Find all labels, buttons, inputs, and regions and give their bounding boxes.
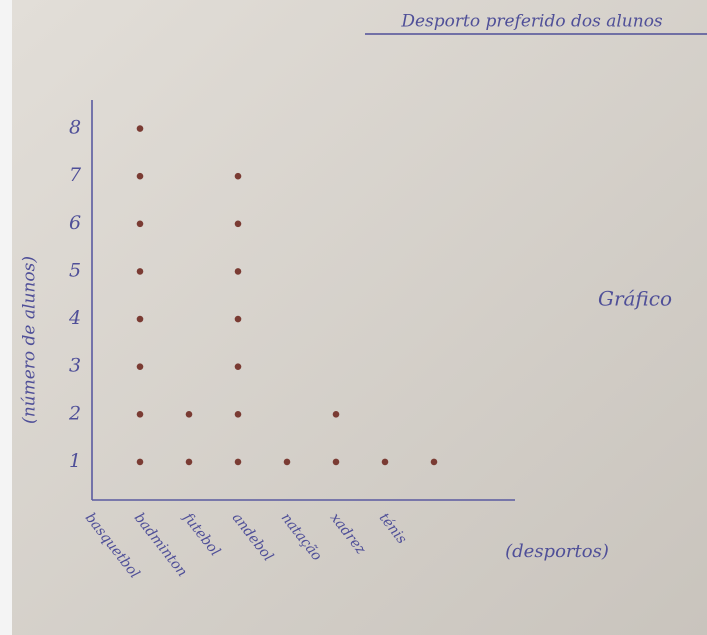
y-tick-label: 3 xyxy=(69,355,81,377)
x-axis-label: (desportos) xyxy=(505,541,609,562)
dot xyxy=(234,363,242,370)
y-tick-label: 1 xyxy=(69,450,81,472)
dot-stack xyxy=(430,458,438,466)
dot xyxy=(136,268,144,275)
dot-stack xyxy=(234,172,242,466)
dot xyxy=(136,458,144,466)
y-tick-label: 7 xyxy=(69,164,82,186)
y-tick-label: 6 xyxy=(69,212,81,234)
chart-title: Desporto preferido dos alunos xyxy=(400,12,663,32)
y-tick-label: 4 xyxy=(68,307,81,329)
dot xyxy=(332,410,340,418)
dot-stack xyxy=(332,410,340,466)
y-tick-label: 5 xyxy=(69,259,81,281)
dot-stack xyxy=(283,458,291,466)
y-tick-label: 2 xyxy=(68,402,81,424)
dot xyxy=(136,410,144,418)
dot xyxy=(136,172,144,180)
dot xyxy=(234,458,242,466)
dot xyxy=(136,125,144,132)
dot xyxy=(234,410,242,418)
dot xyxy=(136,363,144,370)
dot xyxy=(234,220,242,228)
dot xyxy=(234,315,242,323)
dot xyxy=(185,458,193,466)
dot-stack xyxy=(185,410,193,466)
dot xyxy=(381,458,389,466)
dot xyxy=(430,458,438,466)
dot xyxy=(234,172,242,180)
dot xyxy=(283,458,291,466)
y-axis-label: (número de alunos) xyxy=(20,256,40,424)
paper xyxy=(12,0,707,635)
dot xyxy=(136,315,144,323)
dot xyxy=(185,410,193,418)
annotation: Gráfico xyxy=(598,287,672,311)
y-tick-label: 8 xyxy=(69,117,81,139)
dot xyxy=(332,458,340,466)
dot xyxy=(136,220,144,228)
dot xyxy=(234,268,242,275)
dot-stack xyxy=(136,125,144,466)
dot-stack xyxy=(381,458,389,466)
